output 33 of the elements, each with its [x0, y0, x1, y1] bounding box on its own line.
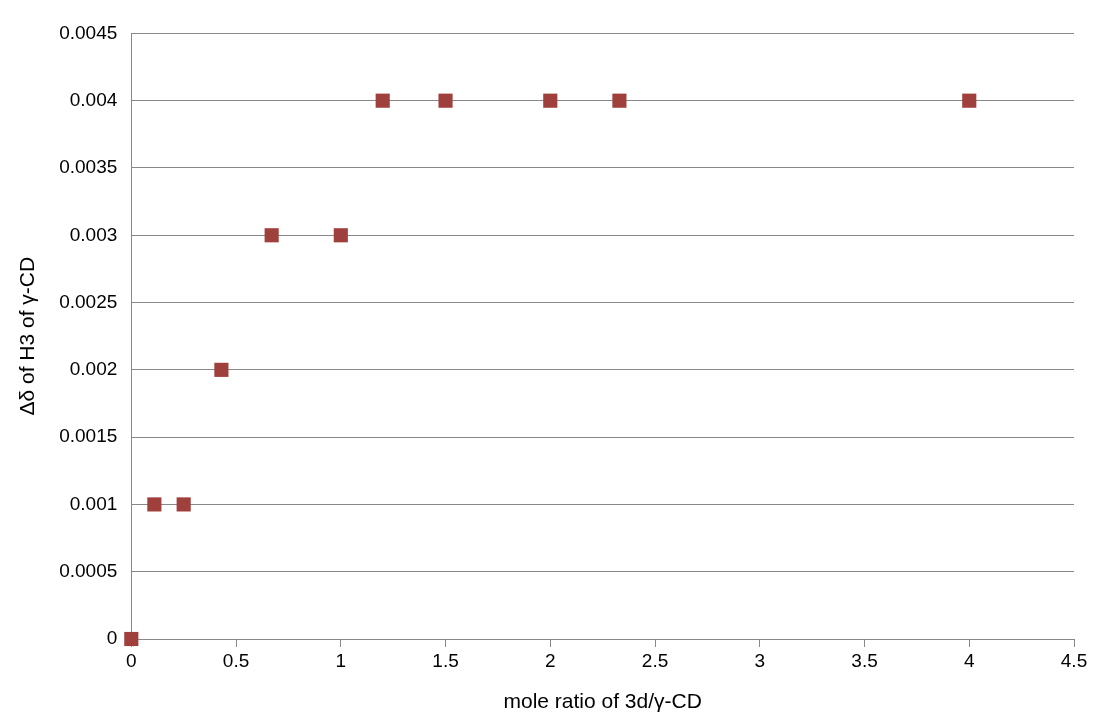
- y-tick-label: 0.0045: [59, 21, 118, 43]
- x-tick-label: 4: [963, 649, 975, 671]
- point: [375, 93, 390, 108]
- point: [612, 93, 627, 108]
- x-tick-label: 0.5: [222, 649, 250, 671]
- x-tick-label: 2.5: [641, 649, 669, 671]
- y-tick-label: 0.004: [69, 88, 118, 110]
- point: [438, 93, 453, 108]
- y-tick-label: 0.003: [69, 223, 118, 245]
- x-tick-label: 3.5: [851, 649, 878, 671]
- point: [176, 497, 191, 512]
- y-axis-title: Δδ of H3 of γ-CD: [15, 256, 39, 416]
- x-tick-label: 1.5: [432, 649, 459, 671]
- point: [147, 497, 162, 512]
- y-tick-label: 0.0005: [59, 559, 118, 581]
- y-tick-label: 0.002: [69, 358, 118, 380]
- point: [264, 228, 279, 243]
- y-tick-label: 0.0015: [59, 425, 118, 447]
- point: [214, 362, 229, 377]
- y-tick-label: 0.001: [69, 492, 118, 514]
- point: [543, 93, 558, 108]
- x-tick-label: 0: [126, 649, 137, 671]
- x-tick-label: 3: [754, 649, 766, 671]
- y-tick-label: 0: [106, 627, 118, 649]
- x-tick-label: 4.5: [1060, 649, 1088, 671]
- x-tick-label: 1: [335, 649, 347, 671]
- x-axis-title: mole ratio of 3d/γ-CD: [503, 689, 702, 713]
- point: [124, 631, 139, 647]
- point: [333, 228, 348, 243]
- y-tick-label: 0.0035: [59, 156, 118, 178]
- y-tick-label: 0.0025: [59, 290, 118, 312]
- x-tick-label: 2: [545, 649, 556, 671]
- point: [962, 93, 977, 108]
